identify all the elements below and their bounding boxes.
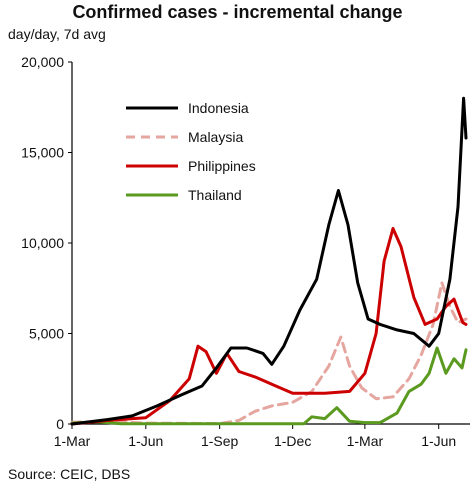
x-tick-label: 1-Dec	[274, 433, 311, 449]
series-layer	[70, 96, 468, 426]
x-tick-label: 1-Mar	[347, 433, 384, 449]
y-tick-label: 15,000	[21, 145, 64, 161]
chart-title: Confirmed cases - incremental change	[72, 2, 403, 22]
y-tick-label: 20,000	[21, 54, 64, 70]
y-tick-label: 5,000	[29, 326, 64, 342]
legend-label-philippines: Philippines	[188, 158, 256, 174]
source-note: Source: CEIC, DBS	[8, 466, 131, 482]
legend-label-malaysia: Malaysia	[188, 129, 243, 145]
y-axis-unit-label: day/day, 7d avg	[8, 26, 106, 42]
legend-label-indonesia: Indonesia	[188, 100, 249, 116]
x-tick-label: 1-Sep	[201, 433, 239, 449]
series-line-thailand	[70, 346, 468, 426]
legend-label-thailand: Thailand	[188, 187, 242, 203]
series-line-malaysia	[70, 281, 468, 426]
x-tick-label: 1-Mar	[54, 433, 91, 449]
series-line-philippines	[70, 227, 468, 426]
x-tick-label: 1-Jun	[128, 433, 163, 449]
legend: Indonesia Malaysia Philippines Thailand	[126, 100, 256, 203]
x-tick-label: 1-Jun	[421, 433, 456, 449]
series-line-indonesia	[70, 96, 468, 426]
y-tick-label: 0	[56, 416, 64, 432]
y-tick-label: 10,000	[21, 235, 64, 251]
axes: 0 5,000 10,000 15,000 20,000 1-Mar 1-Jun 1-Sep 1…	[21, 54, 470, 449]
